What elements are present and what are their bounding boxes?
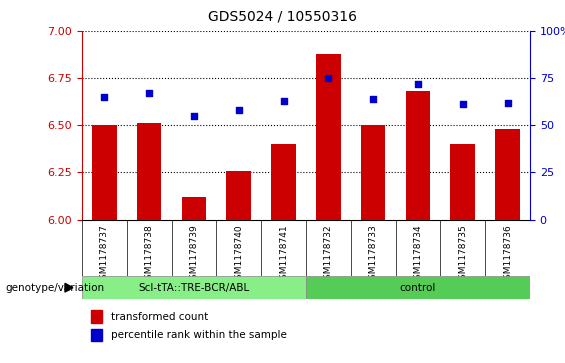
Bar bbox=[137, 123, 162, 220]
Text: ScI-tTA::TRE-BCR/ABL: ScI-tTA::TRE-BCR/ABL bbox=[138, 283, 250, 293]
Bar bbox=[406, 91, 431, 220]
Text: control: control bbox=[400, 283, 436, 293]
Bar bbox=[271, 144, 296, 220]
Point bbox=[324, 75, 333, 81]
Bar bbox=[306, 276, 530, 299]
Point bbox=[145, 90, 154, 96]
Bar bbox=[82, 276, 306, 299]
Text: GSM1178737: GSM1178737 bbox=[100, 224, 109, 285]
Text: GSM1178733: GSM1178733 bbox=[368, 224, 377, 285]
Bar bbox=[181, 197, 206, 220]
Point bbox=[279, 98, 288, 103]
Bar bbox=[91, 310, 102, 323]
Bar bbox=[92, 125, 116, 220]
Text: GSM1178732: GSM1178732 bbox=[324, 224, 333, 285]
Text: GSM1178734: GSM1178734 bbox=[414, 224, 423, 285]
Point bbox=[100, 94, 109, 100]
Point bbox=[414, 81, 423, 87]
Point bbox=[368, 96, 377, 102]
Bar bbox=[316, 53, 341, 220]
Text: genotype/variation: genotype/variation bbox=[6, 283, 105, 293]
Text: GSM1178739: GSM1178739 bbox=[189, 224, 198, 285]
Point bbox=[189, 113, 198, 119]
Text: percentile rank within the sample: percentile rank within the sample bbox=[111, 330, 286, 340]
Text: transformed count: transformed count bbox=[111, 312, 208, 322]
Text: GDS5024 / 10550316: GDS5024 / 10550316 bbox=[208, 9, 357, 23]
Bar bbox=[361, 125, 385, 220]
Text: GSM1178738: GSM1178738 bbox=[145, 224, 154, 285]
Point bbox=[503, 100, 512, 106]
Text: GSM1178735: GSM1178735 bbox=[458, 224, 467, 285]
Text: GSM1178741: GSM1178741 bbox=[279, 224, 288, 285]
Polygon shape bbox=[65, 283, 73, 292]
Bar bbox=[227, 171, 251, 220]
Bar bbox=[91, 329, 102, 341]
Point bbox=[234, 107, 244, 113]
Point bbox=[458, 102, 467, 107]
Bar bbox=[496, 129, 520, 220]
Text: GSM1178740: GSM1178740 bbox=[234, 224, 244, 285]
Text: GSM1178736: GSM1178736 bbox=[503, 224, 512, 285]
Bar bbox=[450, 144, 475, 220]
